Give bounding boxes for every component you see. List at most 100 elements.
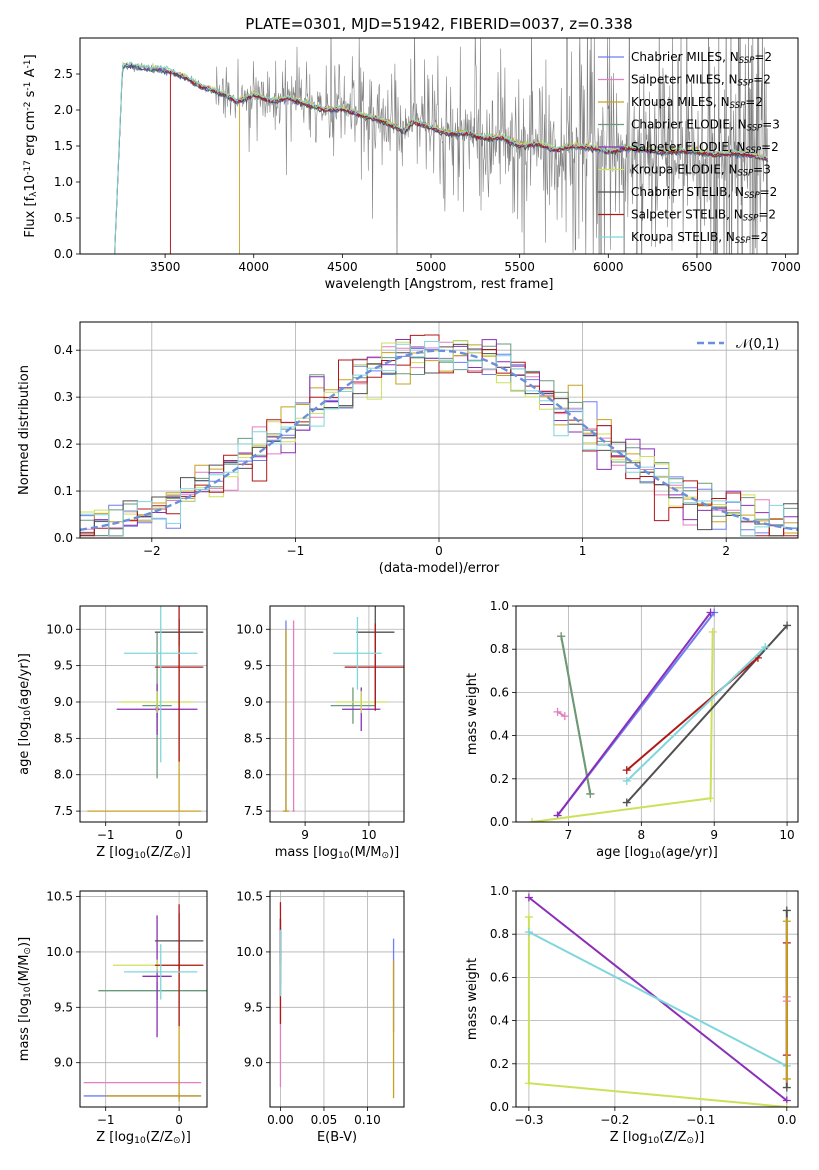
plus-marker (706, 794, 715, 803)
plus-marker (557, 632, 566, 641)
plus-marker (706, 608, 715, 617)
y-tick-label: 0.4 (54, 343, 73, 357)
normal-curve (80, 349, 798, 531)
y-tick-label: 8.5 (54, 731, 73, 745)
plus-marker (524, 928, 533, 937)
y-tick-label: 9.5 (244, 659, 263, 673)
legend-entry: Chabrier STELIB, NSSP=2 (631, 185, 777, 201)
axes-frame (79, 890, 208, 1108)
y-tick-label: 0.5 (54, 211, 73, 225)
legend-entry: Chabrier MILES, NSSP=2 (631, 50, 772, 66)
x-tick-label: 10 (361, 828, 376, 842)
weight-line (556, 611, 712, 817)
plus-marker (783, 621, 792, 630)
x-axis-label: mass [log10(M/M⊙)] (275, 845, 399, 861)
axes-frame (79, 605, 208, 823)
x-tick-label: 6500 (682, 260, 713, 274)
y-axis-label: mass weight (465, 673, 480, 755)
y-tick-label: 8.5 (244, 731, 263, 745)
panel-residuals: −2 −1 0 1 2 0.0 0.1 0.2 0.3 0.4 (data-model)/error… (17, 321, 799, 576)
y-axis-label: mass [log10(M/M⊙)] (17, 937, 33, 1061)
x-tick-label: 0 (175, 1113, 183, 1127)
y-tick-label: 0.4 (490, 1014, 509, 1028)
plus-marker (782, 1074, 791, 1083)
weight-line (556, 710, 566, 718)
legend-entry: 𝒩(0,1) (736, 337, 779, 352)
y-tick-label: 0.0 (490, 815, 509, 829)
x-tick-label: 9 (710, 828, 718, 842)
y-tick-label: 7.5 (244, 804, 263, 818)
x-tick-label: 0.00 (267, 1113, 294, 1127)
x-axis-label: wavelength [Angstrom, rest frame] (325, 277, 554, 292)
x-tick-label: 7 (565, 828, 573, 842)
plot-area (524, 893, 791, 1107)
panel-weight_vs_age: 7 8 9 10 0.0 0.2 0.4 0.6 0.8 1.0 age [log10(age/yr… (465, 599, 799, 861)
y-tick-label: 0.2 (490, 772, 509, 786)
x-axis-label: E(B-V) (317, 1130, 357, 1145)
x-axis-label: (data-model)/error (379, 561, 500, 576)
x-tick-label: 6000 (593, 260, 624, 274)
y-tick-label: 10.0 (236, 945, 263, 959)
plot-area (83, 904, 207, 1102)
y-tick-label: 1.0 (490, 884, 509, 898)
plus-marker (761, 643, 770, 652)
axes-frame (515, 890, 799, 1108)
y-tick-label: 9.0 (244, 1056, 263, 1070)
panel-spectrum: 3500 4000 4500 5000 5500 6000 6500 7000 0.0 0.5 1.… (23, 37, 801, 292)
y-tick-label: 7.5 (54, 804, 73, 818)
plot-area (282, 606, 404, 812)
y-tick-label: 0.2 (490, 1057, 509, 1071)
y-tick-label: 8.0 (244, 768, 263, 782)
plus-marker (782, 906, 791, 915)
x-tick-label: 3500 (150, 260, 181, 274)
x-tick-label: 5000 (416, 260, 447, 274)
y-axis-label: Normed distribution (17, 365, 32, 495)
axes-frame (269, 890, 405, 1108)
plus-marker (586, 789, 595, 798)
legend-entry: Salpeter ELODIE, NSSP=2 (631, 140, 779, 156)
y-tick-label: 1.0 (490, 599, 509, 613)
y-tick-label: 2.5 (54, 67, 73, 81)
weight-line (531, 631, 714, 822)
x-tick-label: 0 (435, 544, 443, 558)
plus-marker (524, 912, 533, 921)
y-tick-label: 0.6 (490, 970, 509, 984)
legend-entry: Kroupa MILES, NSSP=2 (631, 95, 763, 111)
weight-line (626, 657, 759, 771)
x-tick-label: −0.1 (686, 1113, 715, 1127)
x-tick-label: 0.05 (311, 1113, 338, 1127)
weight-line (626, 646, 766, 782)
x-tick-label: 5500 (504, 260, 535, 274)
legend-entry: Kroupa STELIB, NSSP=2 (631, 230, 768, 246)
plus-marker (622, 766, 631, 775)
y-tick-label: 8.0 (54, 768, 73, 782)
y-tick-label: 0.0 (54, 531, 73, 545)
x-tick-label: 9 (301, 828, 309, 842)
spectrum-legend: Chabrier MILES, NSSP=2 Salpeter MILES, NS… (598, 50, 780, 246)
plus-marker (782, 1083, 791, 1092)
x-axis-label: Z [log10(Z/Z⊙)] (96, 845, 191, 861)
x-tick-label: 10 (779, 828, 794, 842)
y-tick-label: 9.5 (244, 1000, 263, 1014)
y-tick-label: 9.0 (54, 695, 73, 709)
y-tick-label: 0.0 (54, 247, 73, 261)
plus-marker (560, 712, 569, 721)
panel-age_vs_Z: −1 0 7.5 8.0 8.5 9.0 9.5 10.0 Z [log10(Z/Z⊙)] age… (17, 605, 208, 861)
plus-marker (708, 627, 717, 636)
legend-entry: Salpeter STELIB, NSSP=2 (631, 208, 776, 224)
plot-area (528, 608, 792, 822)
plus-marker (622, 798, 631, 807)
x-tick-label: 0.0 (777, 1113, 796, 1127)
y-tick-label: 1.5 (54, 139, 73, 153)
y-axis-label: mass weight (465, 958, 480, 1040)
y-tick-label: 10.0 (46, 622, 73, 636)
panel-weight_vs_Z: −0.3 −0.2 −0.1 0.0 0.0 0.2 0.4 0.6 0.8 1.0 Z [log1… (465, 884, 799, 1146)
legend-entry: Salpeter MILES, NSSP=2 (631, 73, 771, 89)
x-axis-label: Z [log10(Z/Z⊙)] (96, 1130, 191, 1146)
plot-area (80, 334, 798, 537)
panel-age_vs_mass: 9 10 7.5 8.0 8.5 9.0 9.5 10.0 mass [log10(M/M⊙)] (236, 605, 405, 861)
x-tick-label: 7000 (770, 260, 801, 274)
x-tick-label: −1 (287, 544, 305, 558)
y-tick-label: 0.8 (490, 927, 509, 941)
y-axis-label: age [log10(age/yr)] (17, 653, 33, 775)
